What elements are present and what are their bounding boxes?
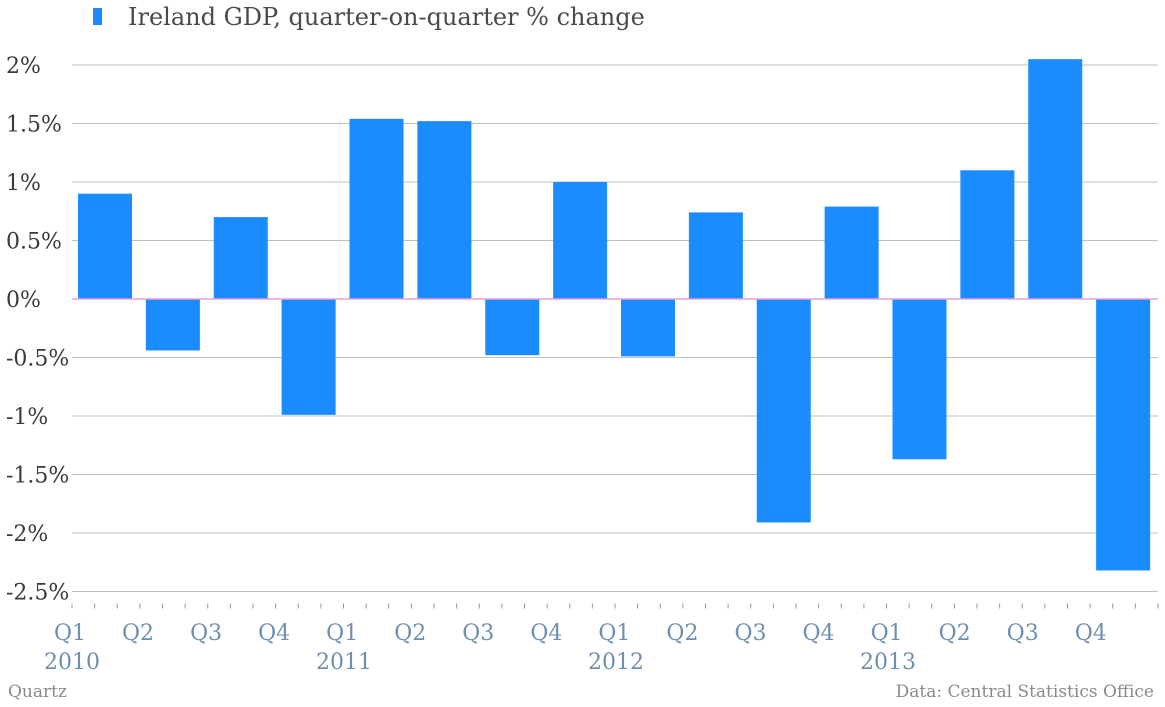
y-tick-label: -2% xyxy=(6,522,48,547)
bar xyxy=(213,217,268,299)
x-tick-label: Q3 xyxy=(734,621,766,646)
bar xyxy=(145,299,200,351)
x-tick-label: Q2 xyxy=(939,621,971,646)
legend-swatch-icon xyxy=(93,8,102,25)
bar xyxy=(688,212,743,299)
y-tick-label: 0.5% xyxy=(6,230,62,255)
x-tick-label: Q4 xyxy=(803,621,835,646)
x-tick-label: Q2 xyxy=(122,621,154,646)
bar xyxy=(553,182,608,299)
bar xyxy=(281,299,336,415)
bar xyxy=(1028,59,1083,300)
x-tick-label: Q1 xyxy=(326,621,358,646)
legend-label: Ireland GDP, quarter-on-quarter % change xyxy=(128,3,645,31)
y-tick-label: -0.5% xyxy=(6,347,69,372)
x-tick-label: Q1 xyxy=(598,621,630,646)
y-tick-label: 2% xyxy=(6,54,41,79)
bar xyxy=(417,121,472,299)
x-tick-label: Q2 xyxy=(394,621,426,646)
year-label: 2011 xyxy=(316,650,372,675)
x-tick-label: Q1 xyxy=(871,621,903,646)
y-tick-label: 1.5% xyxy=(6,113,62,138)
bar xyxy=(78,193,132,299)
y-tick-label: -1.5% xyxy=(6,464,69,489)
year-label: 2013 xyxy=(860,650,916,675)
x-tick-label: Q4 xyxy=(1075,621,1107,646)
bar xyxy=(349,118,404,299)
bar xyxy=(960,170,1015,299)
x-tick-label: Q2 xyxy=(666,621,698,646)
x-tick-label: Q1 xyxy=(54,621,86,646)
year-label: 2010 xyxy=(44,650,100,675)
bar xyxy=(1096,299,1151,571)
x-tick-label: Q3 xyxy=(462,621,494,646)
x-tick-label: Q3 xyxy=(190,621,222,646)
bar xyxy=(824,206,879,299)
bar xyxy=(485,299,540,356)
brand-label: Quartz xyxy=(8,682,67,702)
x-tick-label: Q3 xyxy=(1007,621,1039,646)
bar xyxy=(756,299,811,523)
y-tick-label: -1% xyxy=(6,405,48,430)
y-tick-label: 1% xyxy=(6,171,41,196)
bar xyxy=(892,299,947,460)
y-tick-label: 0% xyxy=(6,288,41,313)
year-label: 2012 xyxy=(588,650,644,675)
x-tick-label: Q4 xyxy=(258,621,290,646)
y-tick-label: -2.5% xyxy=(6,581,69,606)
source-label: Data: Central Statistics Office xyxy=(895,682,1154,702)
bar xyxy=(621,299,675,357)
x-tick-label: Q4 xyxy=(530,621,562,646)
